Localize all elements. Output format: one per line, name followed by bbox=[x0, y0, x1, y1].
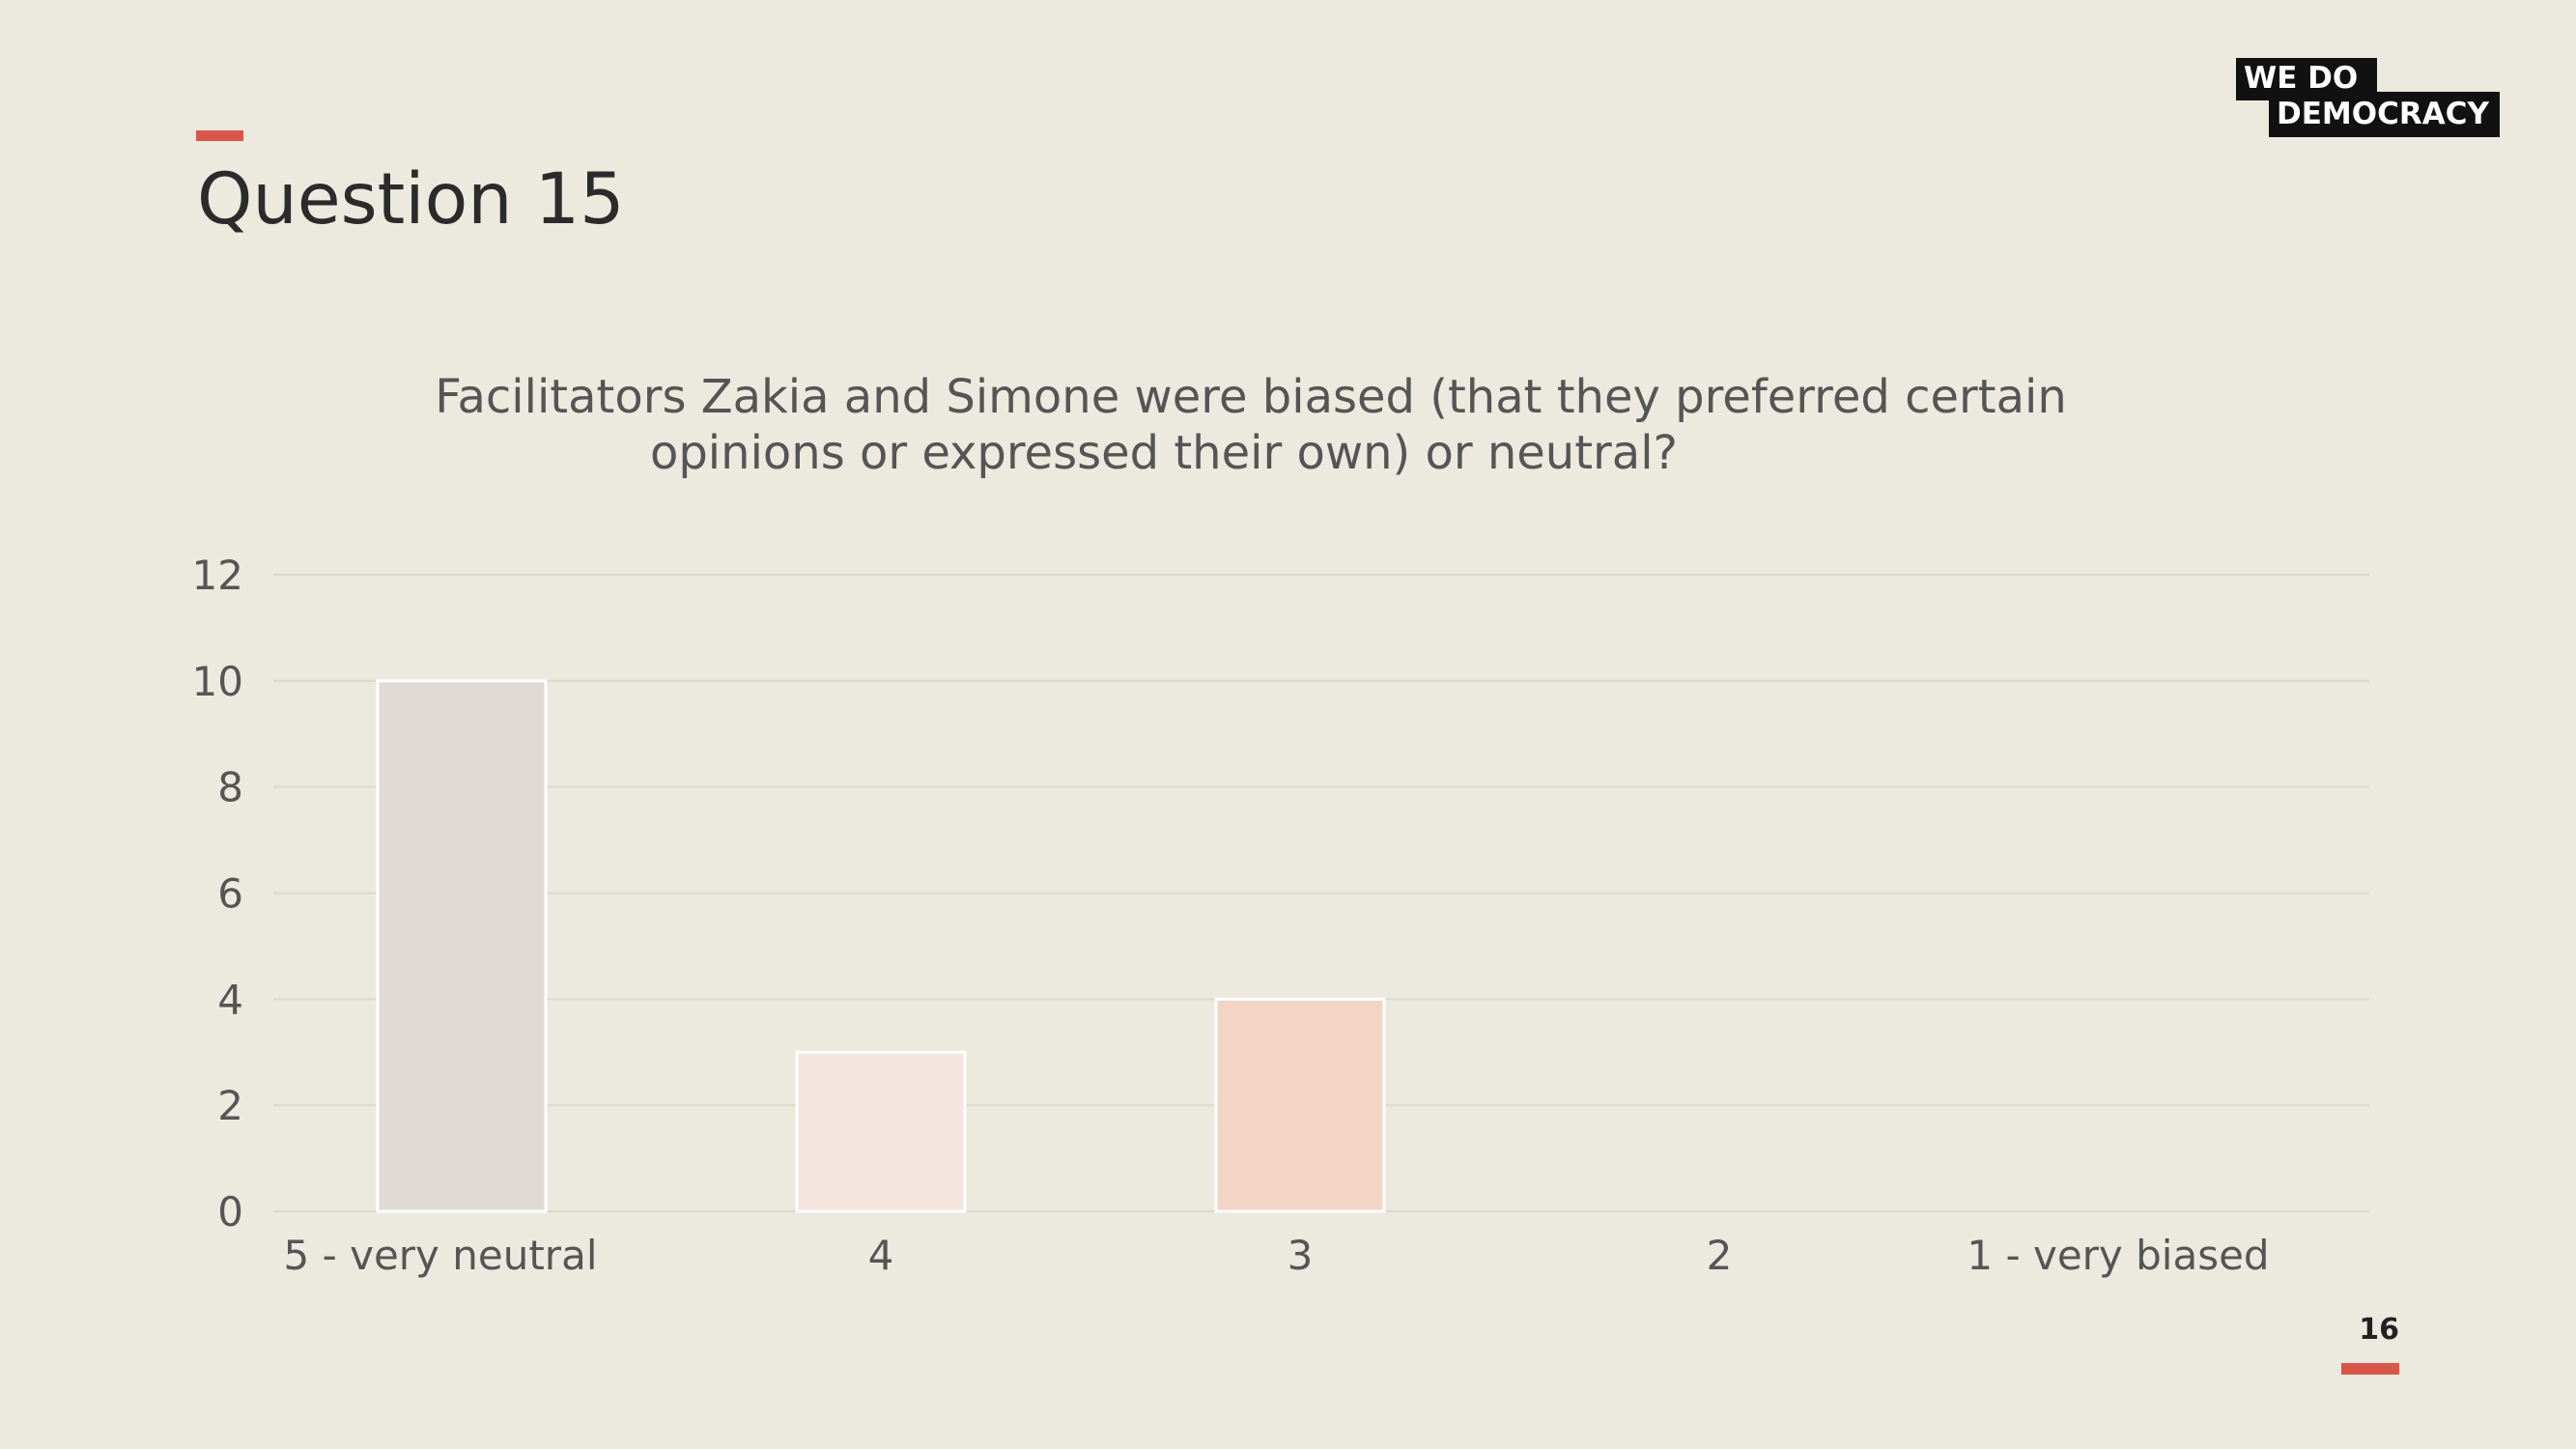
x-tick-label: 2 bbox=[1707, 1232, 1733, 1279]
y-tick-label: 0 bbox=[217, 1188, 243, 1236]
x-tick-label: 3 bbox=[1288, 1232, 1314, 1279]
x-tick-label: 4 bbox=[868, 1232, 894, 1279]
page-number: 16 bbox=[2359, 1313, 2399, 1347]
y-tick-label: 12 bbox=[192, 552, 243, 599]
x-tick-label: 5 - very neutral bbox=[284, 1232, 598, 1279]
x-axis-labels: 5 - very neutral 4 3 2 1 - very biased bbox=[284, 1232, 2270, 1279]
page-accent-bar bbox=[2341, 1363, 2399, 1375]
page-title: Question 15 bbox=[197, 158, 625, 241]
y-tick-label: 10 bbox=[192, 658, 243, 705]
bars bbox=[376, 679, 1386, 1213]
y-tick-label: 6 bbox=[217, 870, 243, 918]
we-do-democracy-logo: WE DO DEMOCRACY bbox=[2236, 58, 2500, 137]
title-accent-bar bbox=[196, 130, 243, 141]
chart-title-line-2: opinions or expressed their own) or neut… bbox=[650, 426, 1678, 480]
logo-line-2: DEMOCRACY bbox=[2269, 92, 2500, 137]
y-tick-label: 4 bbox=[217, 976, 243, 1023]
chart-title-line-1: Facilitators Zakia and Simone were biase… bbox=[435, 370, 2066, 424]
bar bbox=[795, 1050, 967, 1213]
bar bbox=[1214, 997, 1386, 1213]
y-axis-ticks: 0 2 4 6 8 10 12 bbox=[192, 552, 243, 1236]
x-tick-label: 1 - very biased bbox=[1967, 1232, 2269, 1279]
y-tick-label: 8 bbox=[217, 764, 243, 811]
y-tick-label: 2 bbox=[217, 1082, 243, 1129]
grid-lines bbox=[273, 574, 2369, 1212]
bar bbox=[376, 679, 548, 1213]
